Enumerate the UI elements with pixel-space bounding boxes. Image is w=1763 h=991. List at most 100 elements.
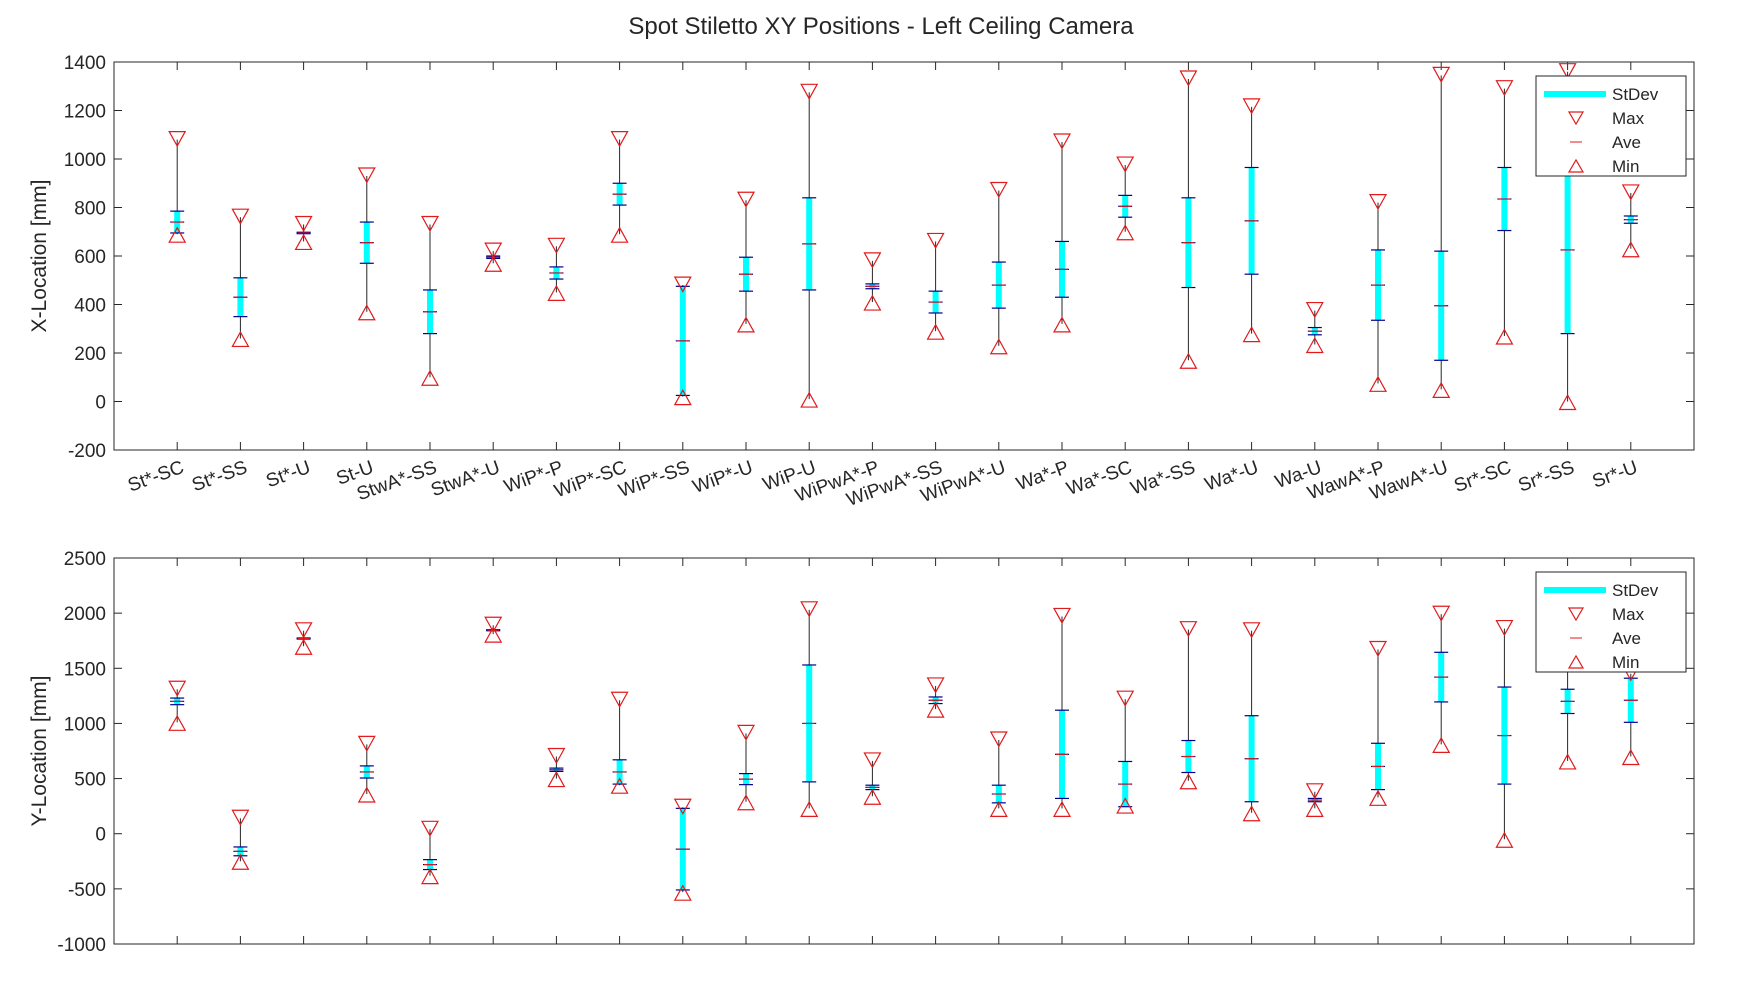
y-tick-label: 500: [74, 770, 106, 791]
y-tick-label: 2500: [64, 549, 106, 570]
legend-label: Max: [1612, 605, 1645, 624]
min-marker: [420, 867, 440, 885]
min-marker: [484, 626, 503, 643]
max-marker: [736, 724, 756, 741]
x-tick-label: Sr*-U: [1590, 457, 1641, 493]
max-marker: [1116, 156, 1135, 173]
y-tick-label: 1400: [64, 53, 106, 74]
legend-max-swatch: [1567, 111, 1585, 126]
y-tick-label: -500: [68, 880, 106, 901]
y-tick-label: -1000: [57, 935, 106, 956]
min-marker: [547, 770, 566, 788]
min-marker: [1116, 224, 1135, 241]
min-marker: [231, 853, 250, 870]
x-tick-label: St*-SC: [125, 457, 187, 497]
x-tick-label: St*-U: [263, 457, 313, 492]
max-marker: [484, 616, 503, 633]
x-tick-label: St*-SS: [189, 457, 250, 496]
y-location-panel: -1000 -500 0 500 1000 1500 2000 2500 Y-Location …: [28, 549, 1695, 956]
min-marker: [926, 701, 945, 718]
max-marker: [1305, 301, 1324, 319]
max-marker: [1179, 70, 1198, 87]
x-tick-label: WiP*-SS: [616, 457, 693, 502]
max-marker: [1242, 98, 1261, 115]
y-tick-label: 0: [95, 825, 106, 846]
max-marker: [926, 232, 945, 250]
min-marker: [800, 391, 819, 408]
max-marker: [800, 83, 819, 100]
max-marker: [1052, 607, 1072, 625]
max-marker: [863, 252, 882, 269]
min-marker: [1052, 800, 1072, 817]
min-marker: [1558, 753, 1577, 770]
min-marker: [357, 786, 376, 803]
min-marker: [863, 294, 882, 311]
min-marker: [863, 788, 882, 805]
x-tick-label: StwA*-U: [428, 457, 503, 501]
y-tick-label: 800: [74, 199, 106, 220]
max-marker: [484, 242, 503, 259]
min-marker: [1432, 736, 1451, 753]
min-marker: [1242, 805, 1261, 822]
min-marker: [610, 226, 629, 243]
min-marker: [1116, 797, 1135, 814]
max-marker: [1179, 621, 1198, 638]
chart-title: Spot Stiletto XY Positions - Left Ceilin…: [628, 13, 1134, 40]
min-marker: [357, 304, 376, 321]
plot-area-box: [113, 61, 1695, 451]
legend-label: Ave: [1612, 629, 1641, 648]
min-marker: [168, 226, 187, 243]
max-marker: [1621, 184, 1640, 201]
legend-min-swatch: [1567, 654, 1585, 669]
x-tick-label: Wa*-U: [1202, 457, 1261, 496]
max-marker: [357, 167, 376, 184]
min-marker: [1368, 789, 1388, 806]
max-marker: [547, 747, 566, 765]
max-marker: [294, 215, 313, 233]
min-marker: [547, 284, 566, 301]
y-tick-label: 1200: [64, 102, 106, 123]
max-marker: [547, 237, 566, 254]
min-marker: [1179, 773, 1198, 790]
max-marker: [1495, 619, 1514, 637]
x-location-panel: -200 0 200 400 600 800 1000 1200 1400 X-Location …: [28, 53, 1695, 511]
y-axis-label: X-Location [mm]: [28, 180, 51, 333]
max-marker: [1432, 66, 1451, 83]
y-tick-label: 1500: [64, 659, 106, 680]
max-marker: [1495, 80, 1514, 97]
max-marker: [800, 601, 819, 618]
min-marker: [926, 323, 945, 340]
max-marker: [1116, 690, 1135, 707]
x-tick-label: Sr*-SC: [1451, 457, 1514, 497]
max-marker: [926, 677, 945, 694]
max-marker: [420, 215, 440, 233]
max-marker: [989, 731, 1008, 748]
min-marker: [1368, 375, 1388, 392]
max-marker: [1432, 605, 1451, 622]
max-marker: [1368, 194, 1388, 211]
y-axis-label: Y-Location [mm]: [28, 676, 51, 827]
y-tick-label: 1000: [64, 150, 106, 171]
min-marker: [673, 389, 692, 406]
x-tick-label: Wa*-SS: [1128, 457, 1198, 500]
x-tick-label: WiP*-U: [690, 457, 756, 498]
y-tick-label: 2000: [64, 604, 106, 625]
min-marker: [1242, 325, 1261, 343]
max-marker: [168, 131, 187, 148]
min-marker: [989, 338, 1008, 355]
x-tick-label: Sr*-SS: [1516, 457, 1578, 497]
min-marker: [1621, 241, 1640, 258]
max-marker: [1052, 133, 1072, 150]
legend-label: StDev: [1612, 581, 1659, 600]
max-marker: [863, 752, 882, 769]
y-tick-label: 200: [74, 344, 106, 365]
min-marker: [1305, 336, 1324, 354]
min-marker: [294, 638, 313, 655]
max-marker: [231, 208, 250, 225]
y-tick-label: 1000: [64, 714, 106, 735]
max-marker: [610, 131, 629, 148]
max-marker: [1305, 783, 1324, 800]
x-tick-label: WiP*-SC: [552, 457, 630, 502]
max-marker: [231, 809, 250, 826]
